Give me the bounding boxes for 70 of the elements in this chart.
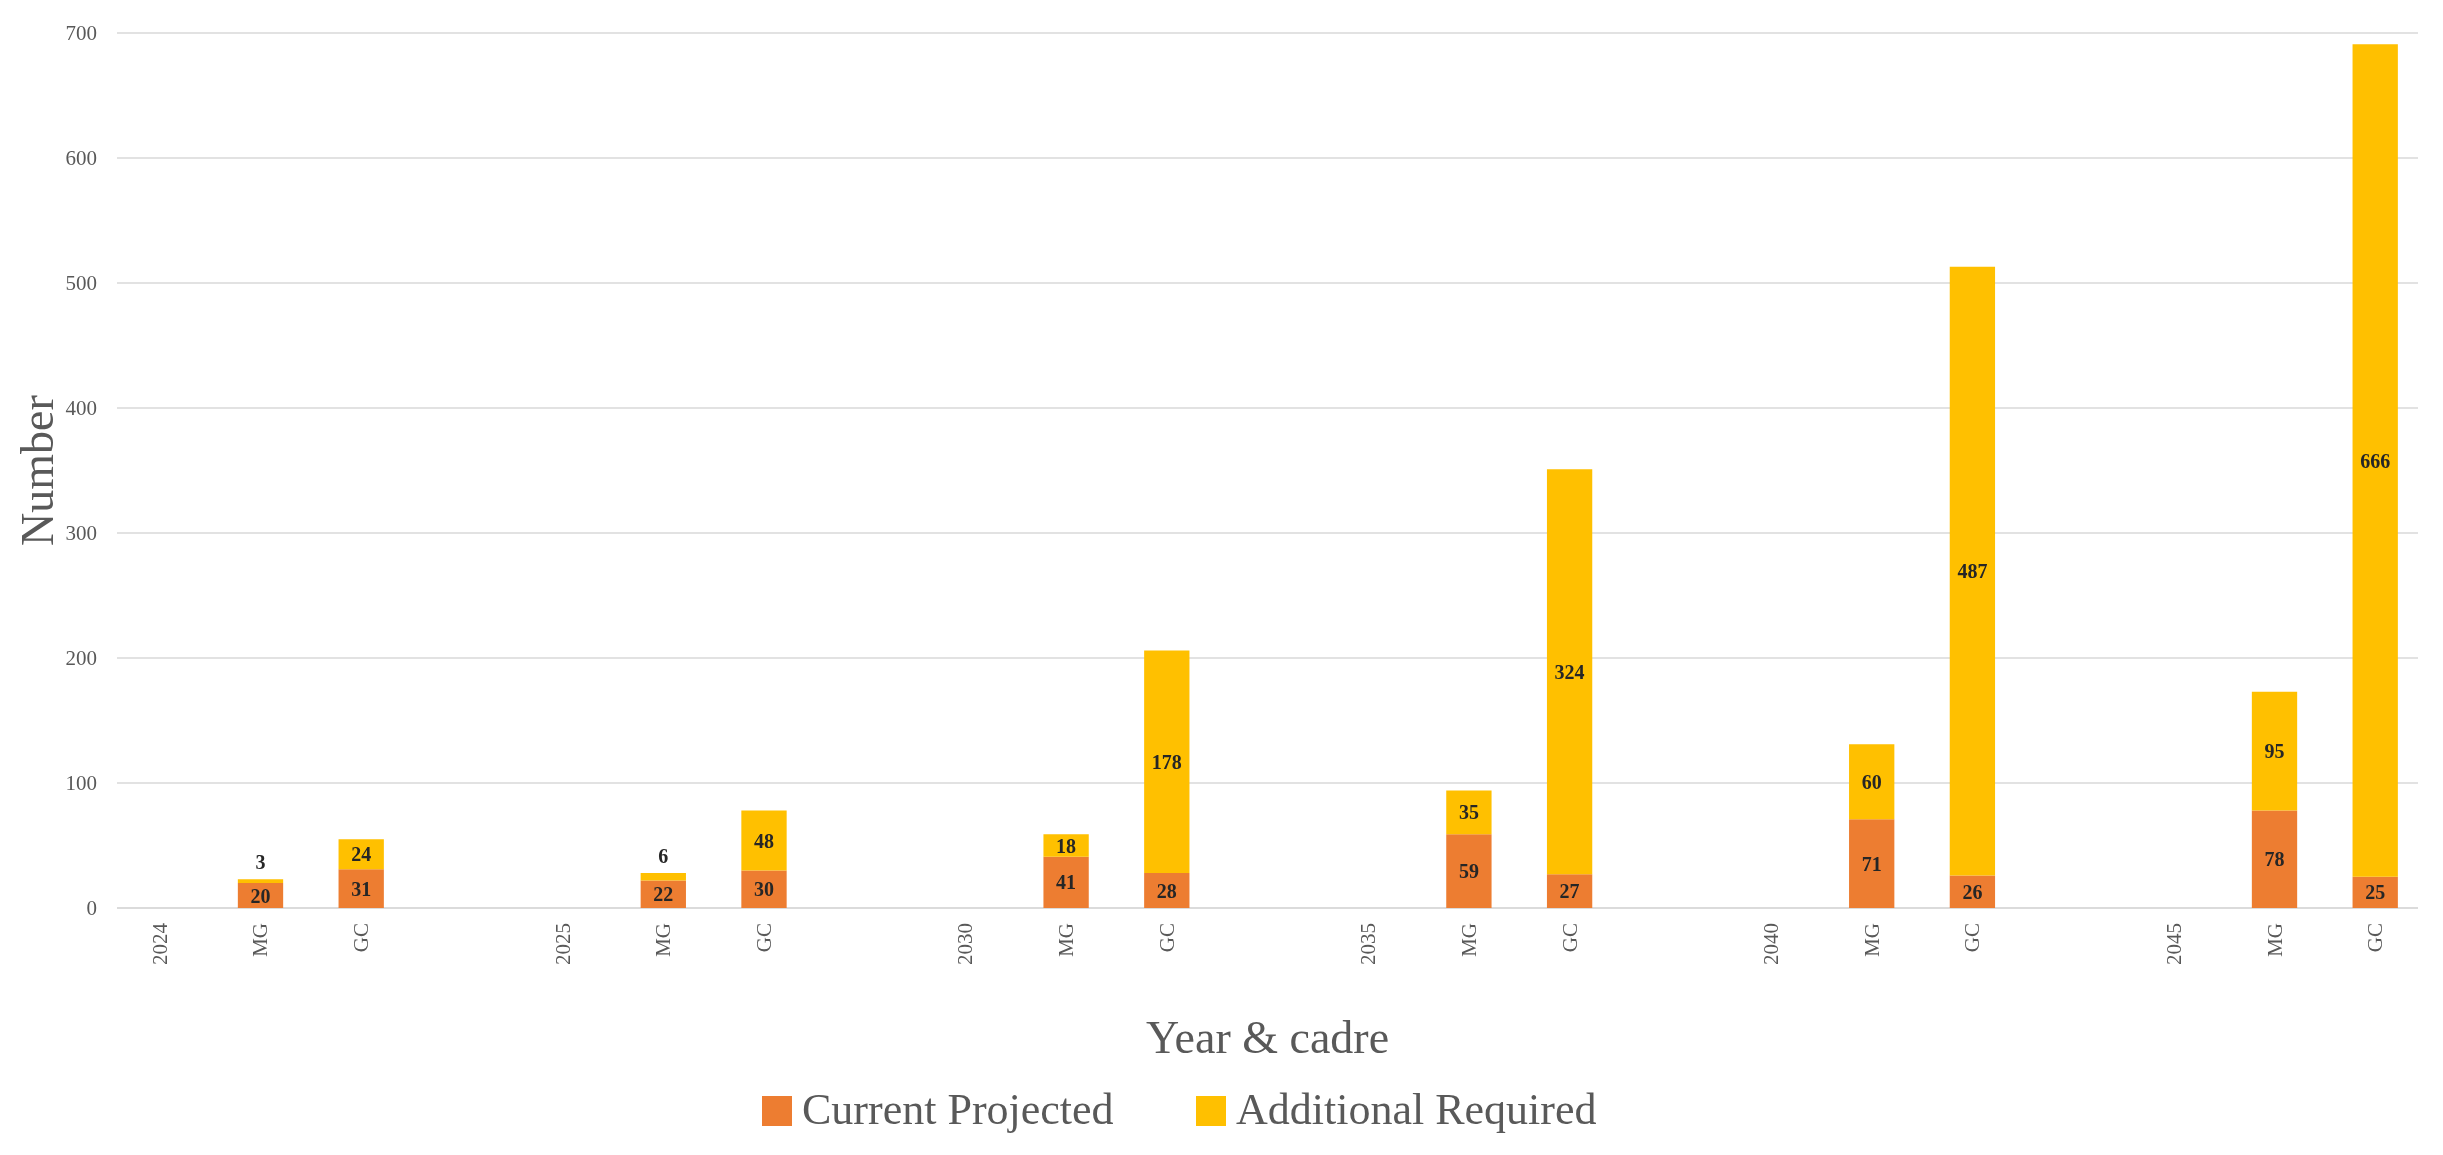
x-tick-label: MG: [651, 923, 676, 957]
y-tick-label: 0: [86, 896, 97, 920]
x-tick-label: 2025: [550, 923, 575, 965]
x-tick-label: GC: [2363, 923, 2388, 953]
data-label: 26: [1962, 880, 1983, 903]
data-label: 178: [1151, 750, 1182, 773]
bar: [1546, 874, 1593, 908]
x-tick-label: MG: [2262, 923, 2287, 957]
x-tick-label: MG: [1859, 923, 1884, 957]
bar: [1849, 744, 1895, 820]
bar: [2352, 44, 2398, 877]
x-tick-label: GC: [1557, 923, 1582, 953]
data-label: 22: [653, 883, 674, 906]
legend-label: Current Projected: [802, 1085, 1114, 1134]
x-tick-label: GC: [349, 923, 374, 953]
data-label: 30: [754, 878, 774, 901]
data-label: 20: [250, 884, 271, 907]
x-tick-label: MG: [1054, 923, 1079, 957]
data-label: 3: [255, 851, 266, 874]
x-tick-label: GC: [1960, 923, 1985, 953]
data-label: 31: [351, 877, 372, 900]
x-tick-label: MG: [1456, 923, 1481, 957]
data-label: 48: [754, 829, 774, 852]
y-tick-label: 600: [65, 146, 97, 170]
data-label: 27: [1559, 880, 1580, 903]
bar: [1546, 469, 1593, 875]
bar: [1144, 650, 1190, 873]
x-tick-label: 2045: [2161, 923, 2186, 965]
bar: [1446, 790, 1492, 835]
x-axis-title: Year & cadre: [1145, 1012, 1390, 1063]
data-label: 24: [351, 843, 372, 866]
data-label: 28: [1156, 879, 1177, 902]
x-tick-label: MG: [248, 923, 273, 957]
data-label: 59: [1458, 860, 1479, 883]
x-tick-label: 2030: [953, 923, 978, 965]
bar: [237, 879, 284, 883]
x-tick-label: 2024: [147, 922, 172, 965]
data-label: 95: [2264, 740, 2285, 763]
data-label: 18: [1056, 834, 1077, 857]
x-tick-label: GC: [752, 923, 776, 953]
data-label: 324: [1554, 660, 1585, 683]
y-axis-title: Number: [12, 395, 63, 546]
y-tick-label: 100: [65, 771, 97, 795]
bar: [1849, 819, 1895, 908]
bar: [1949, 266, 1996, 876]
data-label: 60: [1861, 770, 1882, 793]
bar: [1043, 856, 1089, 908]
bar: [640, 873, 686, 881]
x-tick-label: 2040: [1759, 923, 1783, 965]
bar: [2251, 810, 2298, 908]
bar: [2251, 691, 2298, 811]
data-label: 487: [1957, 560, 1988, 583]
bar: [1446, 834, 1492, 908]
x-tick-label: GC: [1154, 923, 1179, 953]
data-label: 71: [1861, 852, 1882, 875]
y-tick-label: 400: [65, 396, 97, 420]
legend-label: Additional Required: [1236, 1085, 1597, 1134]
x-tick-label: 2035: [1356, 923, 1381, 965]
data-label: 35: [1458, 801, 1479, 824]
data-label: 25: [2365, 881, 2386, 904]
data-label: 41: [1056, 871, 1077, 894]
data-label: 666: [2360, 449, 2391, 472]
y-tick-label: 700: [65, 21, 97, 45]
data-label: 6: [658, 845, 669, 867]
y-tick-label: 300: [65, 521, 97, 545]
bar: [741, 810, 787, 871]
y-tick-label: 500: [65, 271, 97, 295]
data-label: 78: [2264, 848, 2285, 871]
y-tick-label: 200: [65, 646, 97, 670]
bar: [338, 869, 384, 908]
